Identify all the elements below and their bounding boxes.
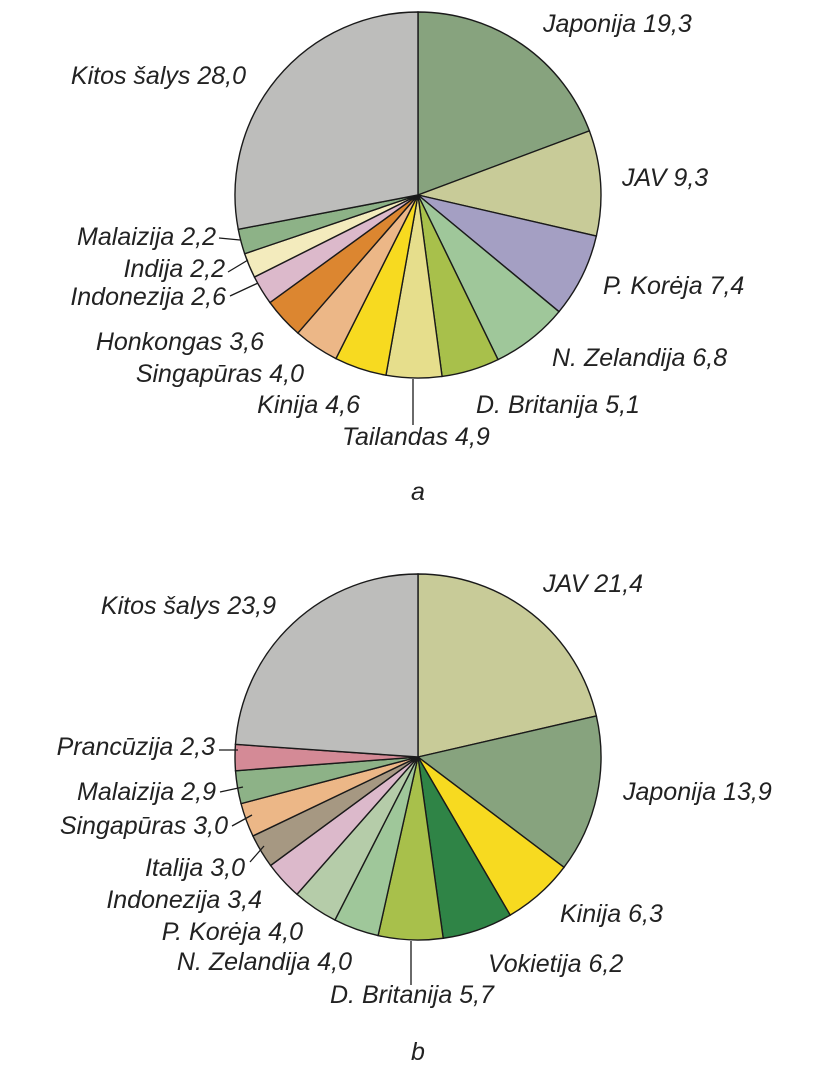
label-honkongas: Honkongas 3,6 [96, 328, 264, 356]
slice-japonija [417, 11, 591, 197]
label-jav: JAV 9,3 [621, 164, 708, 192]
label-p-koreja: P. Korėja 7,4 [603, 272, 744, 300]
leader-line-italija [249, 845, 265, 863]
leader-line-malaizija [218, 237, 241, 241]
label-singapuras: Singapūras 4,0 [136, 360, 304, 388]
label-jav: JAV 21,4 [542, 570, 643, 598]
label-malaizija: Malaizija 2,9 [77, 778, 216, 806]
leader-line-singapuras [231, 814, 253, 827]
label-tailandas: Tailandas 4,9 [342, 423, 490, 451]
label-prancuzija: Prancūzija 2,3 [57, 733, 216, 761]
caption-b: b [411, 1038, 425, 1066]
label-japonija: Japonija 13,9 [622, 778, 772, 806]
leader-line-indonezija [229, 282, 259, 297]
pie-chart-b: JAV 21,4 Japonija 13,9 Kinija 6,3 Vokietija… [57, 570, 772, 1009]
label-kitos-salys: Kitos šalys 28,0 [71, 62, 246, 90]
pie-chart-a: Japonija 19,3 JAV 9,3 P. Korėja 7,4 N. Zela… [70, 10, 744, 451]
slice-jav [415, 129, 602, 237]
label-japonija: Japonija 19,3 [542, 10, 692, 38]
label-malaizija: Malaizija 2,2 [77, 223, 216, 251]
label-n-zelandija: N. Zelandija 4,0 [177, 948, 352, 976]
slice-kitos-salys [234, 11, 419, 231]
slice-jav [417, 573, 598, 758]
label-p-koreja: P. Korėja 4,0 [162, 918, 303, 946]
label-kinija: Kinija 6,3 [560, 900, 663, 928]
label-vokietija: Vokietija 6,2 [488, 950, 623, 978]
label-d-britanija: D. Britanija 5,7 [330, 981, 495, 1009]
leader-line-indija [227, 259, 249, 273]
label-italija: Italija 3,0 [145, 854, 245, 882]
label-indonezija: Indonezija 3,4 [106, 886, 262, 914]
label-singapuras: Singapūras 3,0 [60, 812, 228, 840]
label-indija: Indija 2,2 [124, 255, 226, 283]
label-d-britanija: D. Britanija 5,1 [476, 391, 640, 419]
slice-kitos-salys [234, 573, 419, 758]
label-indonezija: Indonezija 2,6 [70, 283, 226, 311]
leader-line-malaizija [219, 786, 244, 793]
label-n-zelandija: N. Zelandija 6,8 [552, 344, 727, 372]
slice-japonija [416, 715, 602, 869]
label-kinija: Kinija 4,6 [257, 391, 360, 419]
caption-a: a [411, 478, 425, 506]
label-kitos-salys: Kitos šalys 23,9 [101, 592, 276, 620]
